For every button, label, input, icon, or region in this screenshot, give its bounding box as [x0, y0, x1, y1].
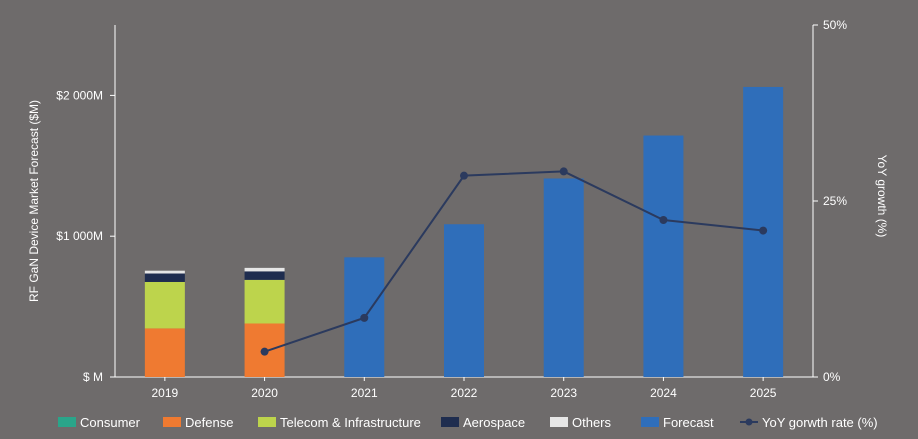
legend-label: Others: [572, 415, 612, 430]
y2-tick-label: 50%: [823, 18, 847, 32]
legend-label: Aerospace: [463, 415, 525, 430]
yoy-growth-point: [460, 171, 468, 180]
y2-tick-label: 0%: [823, 370, 841, 384]
legend-swatch: [163, 417, 181, 427]
yoy-growth-point: [260, 347, 269, 356]
yoy-growth-line: [264, 170, 764, 353]
legend-swatch: [58, 417, 76, 427]
bar-telecom-infrastructure-2020: [244, 279, 285, 324]
legend-swatch: [441, 417, 459, 427]
bar-forecast-2022: [444, 224, 484, 377]
growth-line-group: [260, 167, 768, 356]
legend-label: YoY gorwth rate (%): [762, 415, 878, 430]
legend-label: Telecom & Infrastructure: [280, 415, 421, 430]
y-axis-title: RF GaN Device Market Forecast ($M): [27, 100, 41, 302]
x-tick-label: 2024: [650, 386, 677, 400]
x-tick-label: 2021: [351, 386, 378, 400]
yoy-growth-point: [360, 313, 369, 322]
y-tick-label: $1 000M: [56, 229, 103, 243]
x-tick-label: 2022: [451, 386, 478, 400]
legend-swatch: [641, 417, 659, 427]
bar-forecast-2024: [643, 135, 684, 377]
yoy-growth-point: [759, 226, 768, 235]
y-tick-label: $ M: [83, 370, 103, 384]
legend-label: Forecast: [663, 415, 714, 430]
legend-line-marker: [745, 418, 753, 426]
legend-label: Consumer: [80, 415, 141, 430]
bar-aerospace-2019: [144, 273, 185, 282]
legend: Consumer Defense Telecom & Infrastructure A…: [58, 415, 878, 430]
bar-forecast-2023: [543, 178, 584, 377]
legend-swatch: [550, 417, 568, 427]
bar-others-2020: [244, 267, 285, 272]
bars-group: [144, 86, 784, 378]
y-tick-label: $2 000M: [56, 88, 103, 102]
bar-defense-2019: [144, 328, 185, 377]
legend-label: Defense: [185, 415, 233, 430]
x-tick-label: 2020: [251, 386, 278, 400]
yoy-growth-point: [659, 216, 668, 225]
bar-others-2019: [144, 270, 185, 274]
y2-axis-title: YoY growth (%): [875, 155, 889, 238]
x-tick-label: 2025: [750, 386, 777, 400]
x-tick-label: 2019: [152, 386, 179, 400]
legend-swatch: [258, 417, 276, 427]
bar-telecom-infrastructure-2019: [144, 281, 185, 329]
x-tick-label: 2023: [550, 386, 577, 400]
y2-tick-label: 25%: [823, 194, 847, 208]
bar-aerospace-2020: [244, 271, 285, 280]
yoy-growth-point: [559, 167, 568, 176]
tick-labels-group: $ M $1 000M $2 000M 0% 25% 50% 2019 2020 2021 202…: [27, 18, 889, 400]
